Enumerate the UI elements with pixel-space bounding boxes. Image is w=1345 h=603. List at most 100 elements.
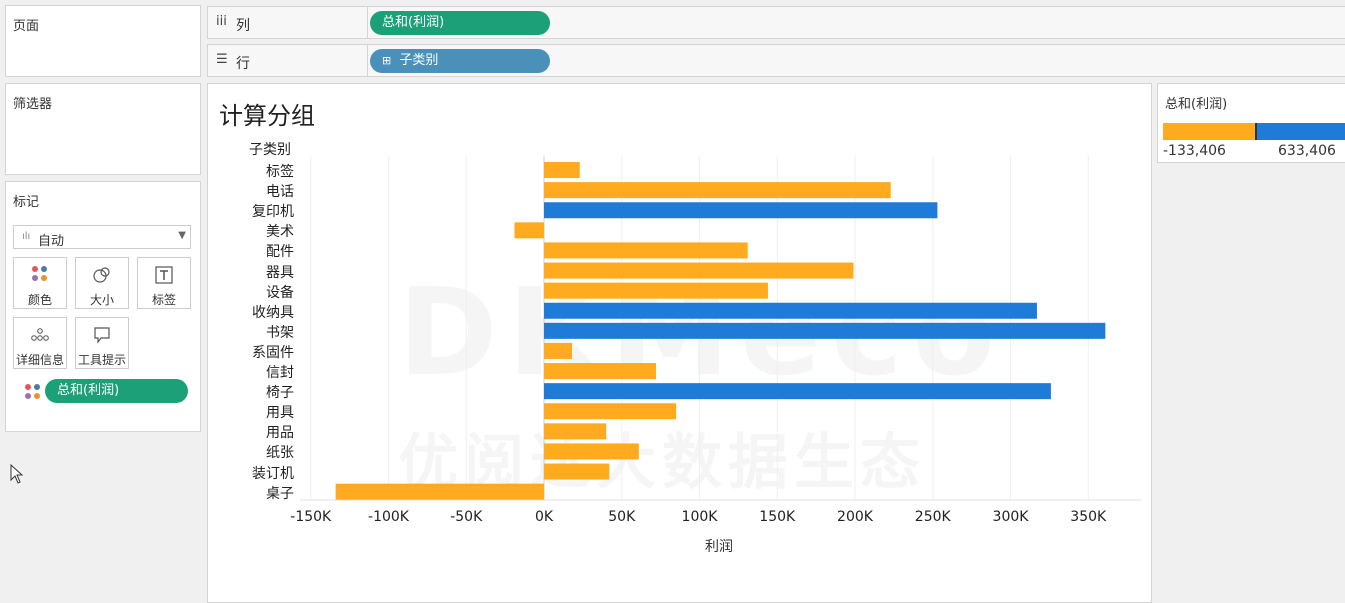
bar-复印机[interactable]: [544, 202, 938, 219]
bar-桌子[interactable]: [335, 483, 544, 500]
columns-pill[interactable]: 总和(利润): [370, 11, 550, 35]
category-label[interactable]: 系固件: [252, 344, 294, 361]
bar-椅子[interactable]: [544, 383, 1051, 400]
category-label[interactable]: 装订机: [252, 465, 294, 482]
rows-pill[interactable]: ⊞ 子类别: [370, 49, 550, 73]
legend-gradient: [1163, 123, 1345, 140]
x-tick-label: -50K: [450, 509, 483, 525]
category-label[interactable]: 标签: [266, 164, 294, 180]
category-label[interactable]: 设备: [266, 284, 294, 301]
row-header: 子类别: [249, 142, 291, 158]
legend-max: 633,406: [1278, 143, 1336, 159]
pages-panel: 页面: [5, 5, 201, 77]
rows-pill-label: 子类别: [399, 53, 439, 68]
bar-纸张[interactable]: [544, 443, 639, 460]
detail-button[interactable]: 详细信息: [13, 317, 67, 369]
label-button[interactable]: 标签: [137, 257, 191, 309]
x-tick-label: 250K: [914, 509, 951, 525]
label-button-label: 标签: [151, 293, 176, 307]
bar-设备[interactable]: [544, 282, 768, 299]
color-measure-pill[interactable]: 总和(利润): [45, 379, 188, 403]
text-label-icon: [138, 265, 190, 289]
category-label[interactable]: 椅子: [266, 385, 294, 402]
columns-shelf-label: iii 列: [208, 7, 368, 38]
bar-用具[interactable]: [544, 403, 677, 420]
category-label[interactable]: 纸张: [266, 445, 294, 462]
bar-书架[interactable]: [544, 322, 1106, 339]
bar-美术[interactable]: [514, 222, 544, 239]
x-tick-label: 50K: [608, 509, 636, 525]
detail-icon: [14, 325, 66, 349]
category-labels: 标签电话复印机美术配件器具设备收纳具书架系固件信封椅子用具用品纸张装订机桌子: [208, 84, 294, 504]
tooltip-button[interactable]: 工具提示: [75, 317, 129, 369]
category-label[interactable]: 桌子: [266, 485, 294, 502]
bar-标签[interactable]: [544, 162, 580, 179]
color-button[interactable]: 颜色: [13, 257, 67, 309]
size-button[interactable]: 大小: [75, 257, 129, 309]
tooltip-button-label: 工具提示: [77, 353, 126, 367]
chevron-down-icon: ▼: [178, 230, 186, 241]
x-tick-label: 100K: [681, 509, 718, 525]
bar-信封[interactable]: [544, 363, 656, 380]
marks-title: 标记: [13, 195, 40, 210]
category-label[interactable]: 电话: [266, 184, 294, 201]
bar-chart-icon: ılı: [22, 231, 31, 242]
mark-type-value: 自动: [38, 234, 65, 249]
x-tick-label: 0K: [534, 509, 554, 525]
legend-blue-segment: [1257, 123, 1345, 140]
right-empty-area: [1157, 168, 1345, 603]
legend-orange-segment: [1163, 123, 1255, 140]
bar-收纳具[interactable]: [544, 302, 1037, 319]
category-label[interactable]: 收纳具: [252, 304, 294, 321]
category-label[interactable]: 用具: [266, 405, 294, 422]
bar-电话[interactable]: [544, 182, 891, 199]
bar-配件[interactable]: [544, 242, 748, 259]
x-tick-label: 200K: [837, 509, 873, 525]
detail-button-label: 详细信息: [15, 353, 64, 367]
tooltip-icon: [76, 325, 128, 349]
rows-icon: ☰: [216, 52, 228, 67]
filters-title: 筛选器: [13, 97, 53, 112]
columns-label: 列: [236, 18, 250, 34]
category-label[interactable]: 复印机: [252, 204, 294, 221]
color-icon: [14, 265, 66, 287]
category-label[interactable]: 美术: [266, 224, 294, 241]
category-label[interactable]: 信封: [266, 365, 294, 381]
mouse-cursor-icon: [10, 464, 24, 484]
pages-title: 页面: [13, 19, 40, 34]
columns-icon: iii: [216, 14, 227, 29]
x-tick-label: 350K: [1070, 509, 1107, 525]
category-label[interactable]: 用品: [266, 425, 294, 442]
marks-card: 标记 ılı 自动 ▼ 颜色 大小 标签 详细信息: [5, 181, 201, 432]
rows-shelf-label: ☰ 行: [208, 45, 368, 76]
bar-系固件[interactable]: [544, 342, 572, 359]
columns-shelf[interactable]: iii 列 总和(利润): [207, 6, 1345, 39]
color-button-label: 颜色: [27, 293, 52, 307]
x-tick-label: -100K: [368, 509, 409, 525]
legend-min: -133,406: [1163, 143, 1226, 159]
color-pill-icon: [24, 383, 42, 405]
bar-用品[interactable]: [544, 423, 607, 440]
x-axis-title: 利润: [705, 539, 733, 555]
size-button-label: 大小: [89, 293, 114, 307]
legend-divider: [1255, 123, 1257, 140]
chart-view: DKMeco 优阅达大数据生态 计算分组 子类别 标签电话复印机美术配件器具设备…: [207, 83, 1152, 603]
category-label[interactable]: 配件: [266, 244, 294, 261]
bar-chart[interactable]: [208, 84, 1152, 603]
size-icon: [76, 265, 128, 289]
color-legend[interactable]: 总和(利润) -133,406 633,406: [1157, 83, 1345, 163]
category-label[interactable]: 器具: [266, 264, 294, 281]
rows-shelf[interactable]: ☰ 行 ⊞ 子类别: [207, 44, 1345, 77]
x-tick-label: -150K: [290, 509, 332, 525]
category-label[interactable]: 书架: [266, 324, 294, 341]
filters-panel[interactable]: 筛选器: [5, 83, 201, 175]
bar-装订机[interactable]: [544, 463, 610, 480]
x-tick-label: 150K: [759, 509, 796, 525]
mark-type-dropdown[interactable]: ılı 自动 ▼: [13, 225, 191, 249]
bar-器具[interactable]: [544, 262, 854, 279]
x-tick-label: 300K: [992, 509, 1029, 525]
chart-title: 计算分组: [219, 102, 315, 130]
rows-label: 行: [236, 56, 250, 72]
expand-icon: ⊞: [382, 54, 392, 67]
legend-title: 总和(利润): [1165, 97, 1228, 112]
